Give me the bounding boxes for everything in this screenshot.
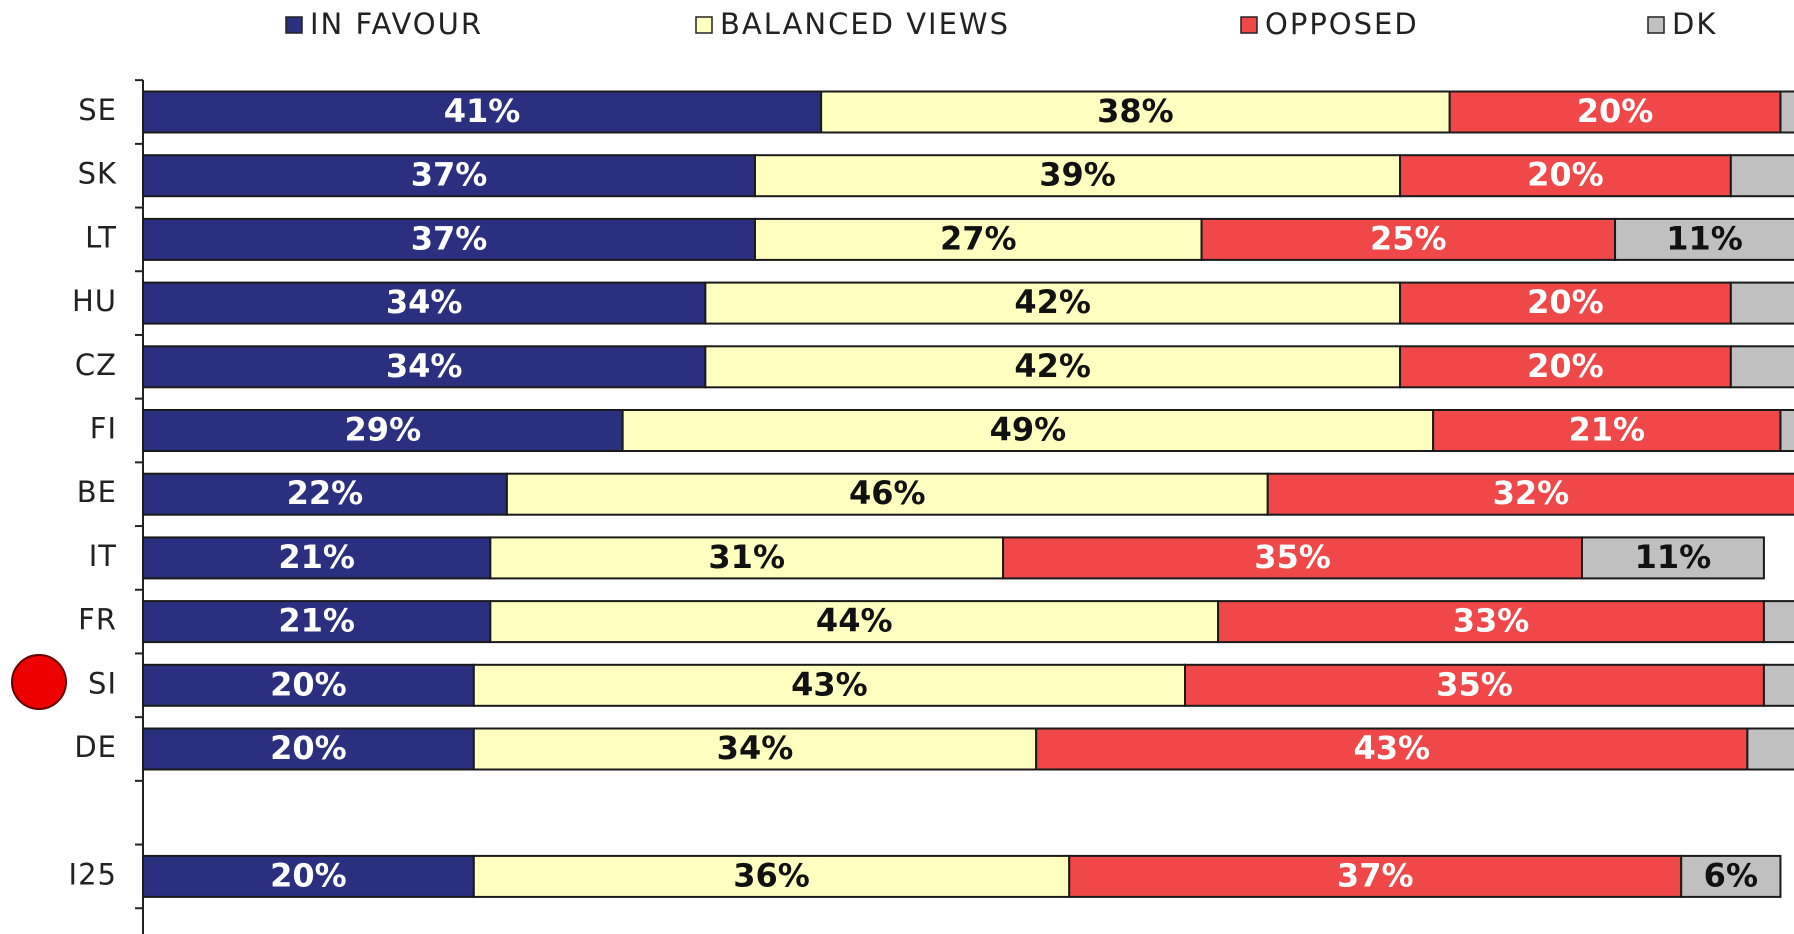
bar-segment xyxy=(1002,536,1583,580)
bar-segment xyxy=(704,345,1402,389)
bar-segment xyxy=(1184,663,1765,707)
category-label: HU xyxy=(72,284,117,318)
value-label: 37% xyxy=(411,219,488,257)
value-label: 42% xyxy=(1014,283,1091,321)
category-label: CZ xyxy=(75,348,117,382)
value-label: 20% xyxy=(1527,156,1604,194)
value-label: 33% xyxy=(1453,602,1530,640)
bar-segment xyxy=(142,90,823,134)
bar-segment xyxy=(1399,345,1732,389)
legend-swatch xyxy=(695,16,713,34)
bar-segment xyxy=(142,154,756,198)
bar-segment xyxy=(1266,472,1794,516)
bar-segment xyxy=(1729,154,1794,198)
category-label: IT xyxy=(89,539,117,573)
bar-segment xyxy=(142,600,492,644)
value-label: 32% xyxy=(1493,474,1570,512)
category-label: FR xyxy=(78,603,117,637)
category-label: DE xyxy=(74,730,117,764)
value-label: 11% xyxy=(1635,538,1712,576)
value-label: 29% xyxy=(345,411,422,449)
bar-segment xyxy=(1779,90,1794,134)
bar-segment xyxy=(1762,663,1794,707)
value-label: 21% xyxy=(278,602,355,640)
bar-segment xyxy=(1200,217,1617,261)
value-label: 31% xyxy=(708,538,785,576)
value-label: 25% xyxy=(1370,219,1447,257)
bar-segment xyxy=(1746,727,1794,771)
bar-segment xyxy=(1729,345,1794,389)
bar-segment xyxy=(489,600,1220,644)
category-label: LT xyxy=(85,220,117,254)
value-label: 34% xyxy=(386,283,463,321)
legend-label: DK xyxy=(1672,7,1717,41)
value-label: 21% xyxy=(1568,411,1645,449)
bar-segment xyxy=(753,217,1203,261)
legend-swatch xyxy=(1240,16,1258,34)
category-label: SI xyxy=(88,666,117,700)
bar-segment xyxy=(1399,154,1732,198)
category-label: SK xyxy=(78,157,117,191)
bar-segment xyxy=(1614,217,1794,261)
legend-label: IN FAVOUR xyxy=(310,7,483,41)
bar-segment xyxy=(1217,600,1765,644)
bar-segment xyxy=(753,154,1402,198)
value-label: 6% xyxy=(1704,856,1758,894)
bar-segment xyxy=(1448,90,1782,134)
value-label: 39% xyxy=(1039,156,1116,194)
category-label: FI xyxy=(90,412,117,446)
value-label: 49% xyxy=(990,411,1067,449)
value-label: 44% xyxy=(816,602,893,640)
bar-segment xyxy=(142,536,492,580)
highlight-marker xyxy=(11,654,67,710)
bar-segment xyxy=(472,727,1038,771)
bar-segment xyxy=(1762,600,1794,644)
value-label: 46% xyxy=(849,474,926,512)
value-label: 37% xyxy=(411,156,488,194)
bar-segment xyxy=(1729,281,1794,325)
bar-segment xyxy=(472,854,1071,898)
value-label: 20% xyxy=(270,729,347,767)
value-label: 20% xyxy=(1527,347,1604,385)
value-label: 34% xyxy=(386,347,463,385)
bar-segment xyxy=(1680,854,1782,898)
bar-segment xyxy=(489,536,1005,580)
value-label: 38% xyxy=(1097,92,1174,130)
bar-segment xyxy=(1580,536,1765,580)
value-label: 20% xyxy=(1527,283,1604,321)
value-label: 21% xyxy=(278,538,355,576)
value-label: 35% xyxy=(1254,538,1331,576)
value-label: 22% xyxy=(287,474,364,512)
category-label: BE xyxy=(77,475,117,509)
bar-segment xyxy=(1068,854,1683,898)
value-label: 36% xyxy=(733,856,810,894)
legend-swatch xyxy=(1647,16,1665,34)
value-label: 20% xyxy=(1577,92,1654,130)
legend-label: OPPOSED xyxy=(1265,7,1419,41)
value-label: 20% xyxy=(270,665,347,703)
value-label: 37% xyxy=(1337,856,1414,894)
bar-segment xyxy=(142,217,756,261)
value-label: 43% xyxy=(791,665,868,703)
legend-label: BALANCED VIEWS xyxy=(720,7,1010,41)
bar-segment xyxy=(704,281,1402,325)
bar-segment xyxy=(142,281,707,325)
value-label: 42% xyxy=(1014,347,1091,385)
value-label: 20% xyxy=(270,856,347,894)
category-label: SE xyxy=(78,93,117,127)
value-label: 43% xyxy=(1353,729,1430,767)
bar-segment xyxy=(142,854,475,898)
value-label: 27% xyxy=(940,219,1017,257)
value-label: 41% xyxy=(444,92,521,130)
value-label: 35% xyxy=(1436,665,1513,703)
bar-segment xyxy=(1779,409,1794,452)
bar-segment xyxy=(505,472,1269,516)
value-label: 34% xyxy=(717,729,794,767)
category-label: I25 xyxy=(69,857,117,891)
legend-swatch xyxy=(285,16,303,34)
value-label: 11% xyxy=(1666,219,1743,257)
